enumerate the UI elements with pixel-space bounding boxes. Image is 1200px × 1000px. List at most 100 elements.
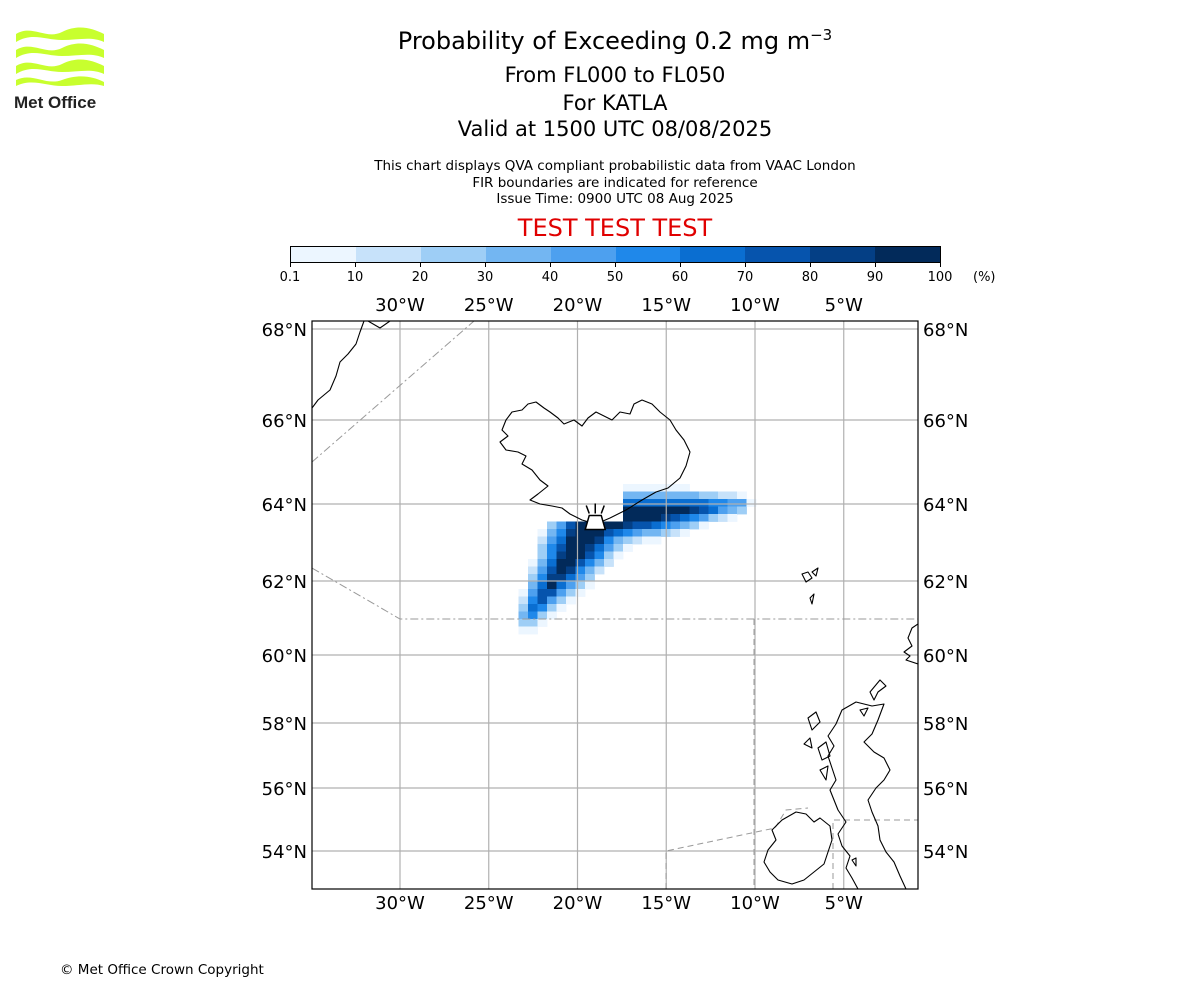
probability-cell	[537, 566, 548, 575]
probability-cell	[604, 559, 614, 567]
probability-cell	[537, 604, 548, 612]
lat-label-right: 54°N	[923, 842, 968, 863]
probability-cell	[699, 506, 709, 515]
probability-cell	[623, 544, 633, 552]
probability-cell	[528, 589, 538, 597]
probability-cell	[594, 559, 605, 567]
probability-cell	[642, 536, 652, 545]
probability-cell	[547, 581, 557, 590]
probability-cell	[623, 514, 633, 522]
probability-cell	[547, 604, 557, 612]
probability-cell	[642, 506, 652, 515]
probability-cell	[547, 596, 557, 605]
probability-cell	[556, 536, 567, 545]
lat-label-right: 60°N	[923, 646, 968, 667]
probability-cell	[604, 551, 614, 560]
coastline-ireland	[763, 811, 833, 885]
met-office-logo: Met Office	[14, 27, 104, 112]
colorbar-tick-label: 100	[927, 270, 953, 285]
colorbar-tick-label: 40	[541, 270, 559, 285]
probability-cell	[632, 514, 643, 522]
probability-cell	[518, 619, 529, 627]
probability-cell	[528, 566, 538, 575]
lat-label-right: 62°N	[923, 572, 968, 593]
logo-waves	[16, 27, 104, 86]
probability-cell	[528, 581, 538, 590]
probability-cell	[708, 491, 719, 500]
lat-label-left: 54°N	[262, 842, 307, 863]
probability-cell	[566, 551, 576, 560]
colorbar-tick-label: 30	[476, 270, 494, 285]
colorbar-segment	[745, 247, 811, 262]
probability-cell	[613, 544, 624, 552]
colorbar-unit: (%)	[973, 270, 996, 285]
probability-cell	[528, 604, 538, 612]
probability-cell	[547, 551, 557, 560]
probability-cell	[642, 499, 652, 507]
lon-label-bottom: 30°W	[375, 893, 425, 914]
probability-cell	[575, 551, 586, 560]
lon-label-top: 15°W	[641, 295, 691, 316]
probability-cell	[613, 551, 624, 560]
probability-cell	[528, 559, 538, 567]
probability-cell	[651, 529, 662, 537]
probability-cell	[547, 559, 557, 567]
probability-cell	[566, 566, 576, 575]
probability-cell	[623, 529, 633, 537]
probability-cell	[689, 514, 700, 522]
colorbar-tick-label: 90	[866, 270, 884, 285]
colorbar-segment	[810, 247, 876, 262]
probability-cell	[537, 574, 548, 582]
coastline-great-britain	[827, 701, 907, 889]
probability-cell	[518, 604, 529, 612]
probability-cell	[604, 529, 614, 537]
lat-label-left: 58°N	[262, 714, 307, 735]
probability-cell	[537, 544, 548, 552]
probability-cell	[613, 536, 624, 545]
probability-cell	[537, 559, 548, 567]
probability-cell	[518, 589, 529, 597]
coastline-norway	[903, 623, 918, 665]
probability-cell	[575, 521, 586, 530]
probability-cell	[680, 484, 690, 492]
probability-cell	[613, 521, 624, 530]
probability-cell	[518, 626, 529, 635]
colorbar-tick-label: 0.1	[279, 270, 301, 285]
probability-cell	[604, 536, 614, 545]
probability-cell	[547, 611, 557, 620]
probability-cell	[623, 484, 633, 492]
probability-cell	[528, 626, 538, 635]
probability-cell	[575, 574, 586, 582]
colorbar-ticks	[290, 262, 941, 267]
probability-cell	[585, 529, 595, 537]
probability-cell	[680, 499, 690, 507]
lon-label-bottom: 5°W	[825, 893, 863, 914]
lat-label-left: 62°N	[262, 572, 307, 593]
probability-cell	[651, 484, 662, 492]
probability-cell	[575, 544, 586, 552]
colorbar	[290, 246, 941, 263]
lat-label-right: 64°N	[923, 495, 968, 516]
probability-cell	[689, 506, 700, 515]
probability-cell	[689, 491, 700, 500]
probability-cell	[651, 506, 662, 515]
probability-cell	[537, 619, 548, 627]
volcano-eruption-icon	[585, 503, 605, 514]
probability-cell	[651, 499, 662, 507]
probability-cell	[708, 506, 719, 515]
probability-cell	[670, 529, 681, 537]
probability-cell	[585, 536, 595, 545]
copyright-notice: © Met Office Crown Copyright	[60, 962, 264, 978]
probability-cell	[623, 499, 633, 507]
lat-label-left: 60°N	[262, 646, 307, 667]
probability-cell	[566, 589, 576, 597]
probability-cell	[556, 604, 567, 612]
probability-cell	[585, 544, 595, 552]
probability-cell	[594, 529, 605, 537]
probability-cell	[642, 484, 652, 492]
probability-cell	[680, 491, 690, 500]
probability-cell	[689, 499, 700, 507]
probability-cell	[556, 581, 567, 590]
probability-cell	[727, 514, 738, 522]
probability-cell	[594, 566, 605, 575]
